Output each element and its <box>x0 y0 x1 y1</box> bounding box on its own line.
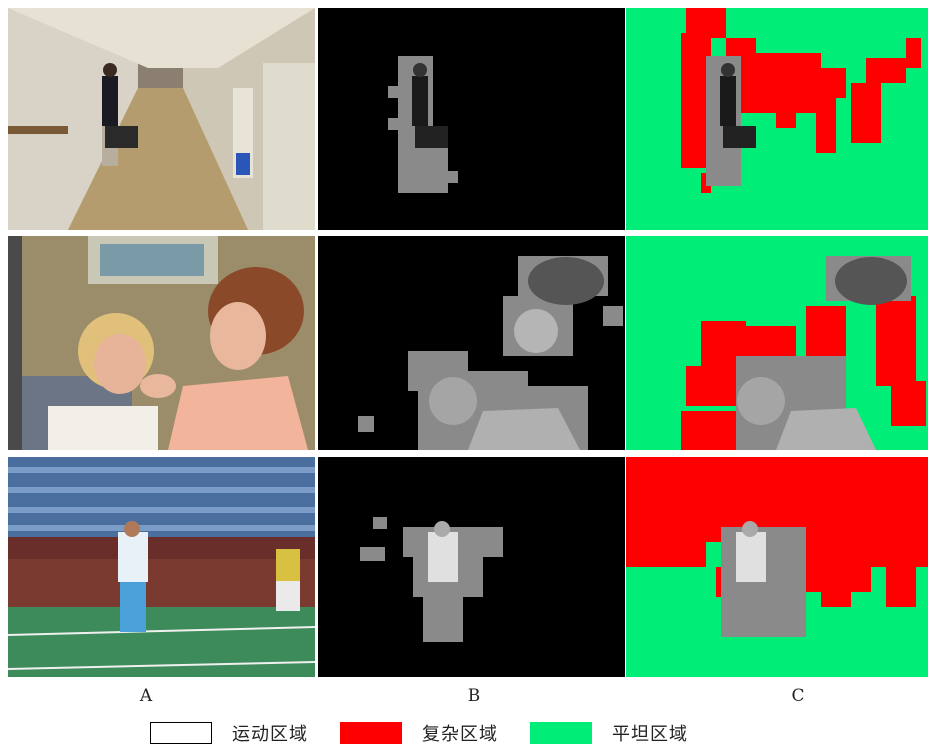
row1-original-frame <box>8 8 315 230</box>
legend-swatch-complex <box>340 722 402 744</box>
row2-original-frame <box>8 236 315 450</box>
legend-label-motion: 运动区域 <box>232 724 308 745</box>
legend-item-flat: 平坦区域 <box>530 720 688 746</box>
row2-motion-map <box>318 236 625 450</box>
legend-item-complex: 复杂区域 <box>340 720 498 746</box>
row3-region-map <box>626 457 928 677</box>
legend-item-motion: 运动区域 <box>150 720 308 746</box>
legend-swatch-flat <box>530 722 592 744</box>
column-label-b: B <box>467 686 481 706</box>
row1-region-map <box>626 8 928 230</box>
column-label-c: C <box>791 686 805 706</box>
legend-label-flat: 平坦区域 <box>612 724 688 745</box>
row3-original-frame <box>8 457 315 677</box>
row2-region-map <box>626 236 928 450</box>
legend-label-complex: 复杂区域 <box>422 724 498 745</box>
column-label-a: A <box>139 686 153 706</box>
row3-motion-map <box>318 457 625 677</box>
row1-motion-map <box>318 8 625 230</box>
legend-swatch-motion <box>150 722 212 744</box>
